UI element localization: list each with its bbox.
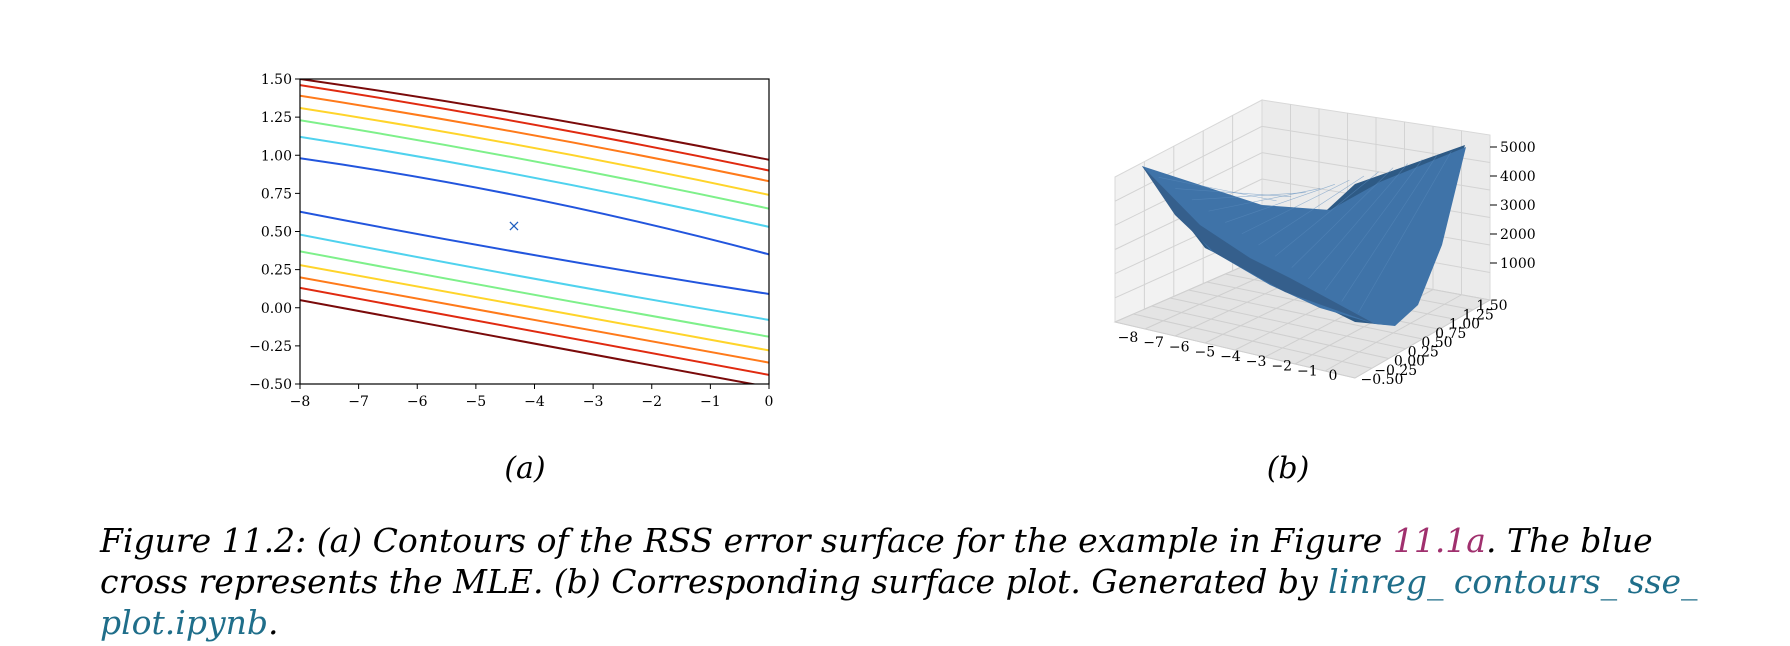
surface-mesh-line [1358,150,1452,313]
surface-z-tick-label: 3000 [1500,198,1536,214]
surface-x-tick-label: −4 [1220,349,1241,365]
contour-x-tick-label: −7 [348,394,369,410]
contour-line-5 [300,135,769,228]
surface-x-tick-label: −1 [1297,363,1318,379]
contour-line-2 [300,94,769,183]
surface-z-tick-label: 1000 [1500,256,1536,272]
contour-plot: −8 −7 −6 −5 −4 −3 −2 −1 0 −0.50 −0.25 0.00 0.25 0.50… [249,72,773,410]
caption-text-2: . The blue cross represents the MLE. (b)… [100,521,1653,601]
contour-x-tick-label: −1 [700,394,721,410]
contour-x-tick-label: −2 [641,394,662,410]
contour-x-tick-label: −3 [583,394,604,410]
surface-z-tick-label: 2000 [1500,227,1536,243]
figure-reference-link[interactable]: 11.1a [1392,521,1486,560]
contour-y-tick-label: −0.50 [249,377,292,393]
contour-x-tick-label: −4 [524,394,545,410]
surface-z-tick-label: 5000 [1500,140,1536,156]
contour-line-3 [300,107,769,196]
surface-y-tick-label: 1.00 [1449,317,1480,333]
error-surface [1142,145,1466,326]
contour-x-tick-label: −6 [407,394,428,410]
surface-z-tick-label: 4000 [1500,169,1536,185]
caption-text-1: Figure 11.2: (a) Contours of the RSS err… [100,521,1383,560]
contour-x-tick-label: −8 [290,394,311,410]
surface-y-tick-label: −0.50 [1361,372,1404,388]
contour-line-7 [300,210,769,295]
contour-lines [300,79,769,384]
contour-y-tick-label: −0.25 [249,339,292,355]
notebook-link[interactable]: linreg_ contours_ sse_ plot.ipynb [100,562,1698,642]
surface-y-ticks: −0.50−0.250.000.250.500.751.001.251.50 [1361,298,1508,388]
surface-mesh-line [1258,175,1365,246]
surface-mesh-line [1324,159,1423,291]
contour-line-9 [300,250,769,338]
surface-mesh [1142,147,1466,326]
contour-y-tick-label: 0.25 [261,263,292,279]
contour-line-0 [300,79,769,161]
surface-mesh-line [1274,171,1379,257]
surface-x-tick-label: −2 [1271,359,1292,375]
surface-floor-grid-line [1133,313,1372,369]
surface-mesh-line [1191,192,1306,201]
contour-y-tick-label: 1.00 [261,148,292,164]
contour-line-8 [300,233,769,321]
mle-cross-marker: × [507,216,520,235]
surface-y-tick-label: 0.25 [1408,344,1439,360]
surface-mesh-line [1291,167,1394,268]
contour-line-6 [300,157,769,256]
surface-mesh-line [1208,188,1321,212]
figure-caption: Figure 11.2: (a) Contours of the RSS err… [100,520,1740,643]
surface-x-tick-label: −8 [1118,330,1139,346]
surface-y-tick-label: 0.50 [1421,335,1452,351]
surface-mesh-line [1241,179,1350,234]
surface-y-tick-label: 1.25 [1463,307,1494,323]
surface-mesh-line [1341,155,1438,302]
contour-x-tick-label: 0 [765,394,774,410]
contour-y-tick-label: 0.75 [261,186,292,202]
surface-x-ticks: −8 −7 −6 −5 −4 −3 −2 −1 0 [1118,330,1338,384]
surface-x-tick-label: −5 [1195,344,1216,360]
contour-y-ticks: −0.50 −0.25 0.00 0.25 0.50 0.75 1.00 1.25 1.50 [249,72,300,393]
surface-floor-grid-line [1151,305,1389,359]
contour-line-4 [300,119,769,210]
surface-floor-grid-line [1114,321,1356,379]
contour-y-tick-label: 1.25 [261,110,292,126]
contour-line-1 [300,84,769,172]
surface-x-tick-label: −6 [1169,340,1190,356]
surface-x-tick-label: −7 [1143,335,1164,351]
surface-mesh-line [1158,176,1277,202]
surface-y-tick-label: 1.50 [1476,298,1507,314]
surface-x-tick-label: 0 [1329,368,1338,384]
surface-x-tick-label: −3 [1246,354,1267,370]
surface-mesh-line [1308,163,1408,280]
contour-y-tick-label: 0.00 [261,301,292,317]
contour-line-11 [300,276,769,364]
surface-floor-grid-line [1170,297,1406,350]
contour-line-13 [300,299,758,384]
surface-mesh-lines [1158,150,1452,313]
surface-z-ticks: 1000 2000 3000 4000 5000 [1490,140,1536,272]
surface-y-tick-label: 0.00 [1394,354,1425,370]
surface-floor-grid-line [1188,289,1423,340]
contour-line-12 [300,286,769,376]
caption-end: . [268,603,279,642]
contour-y-tick-label: 0.50 [261,225,292,241]
surface-plot: −8 −7 −6 −5 −4 −3 −2 −1 0 −0.50−0.250.000.250.50… [1113,99,1536,388]
contour-line-10 [300,264,769,352]
contour-y-tick-label: 1.50 [261,72,292,88]
surface-y-tick-label: 0.75 [1435,326,1466,342]
contour-x-ticks: −8 −7 −6 −5 −4 −3 −2 −1 0 [290,384,774,410]
sublabel-b: (b) [1267,451,1310,486]
surface-y-tick-label: −0.25 [1374,363,1417,379]
surface-mesh-line [1175,188,1292,198]
sublabel-a: (a) [504,451,545,486]
surface-mesh-line [1225,184,1335,223]
contour-x-tick-label: −5 [466,394,487,410]
surface-wall-grid-line [1114,125,1263,202]
